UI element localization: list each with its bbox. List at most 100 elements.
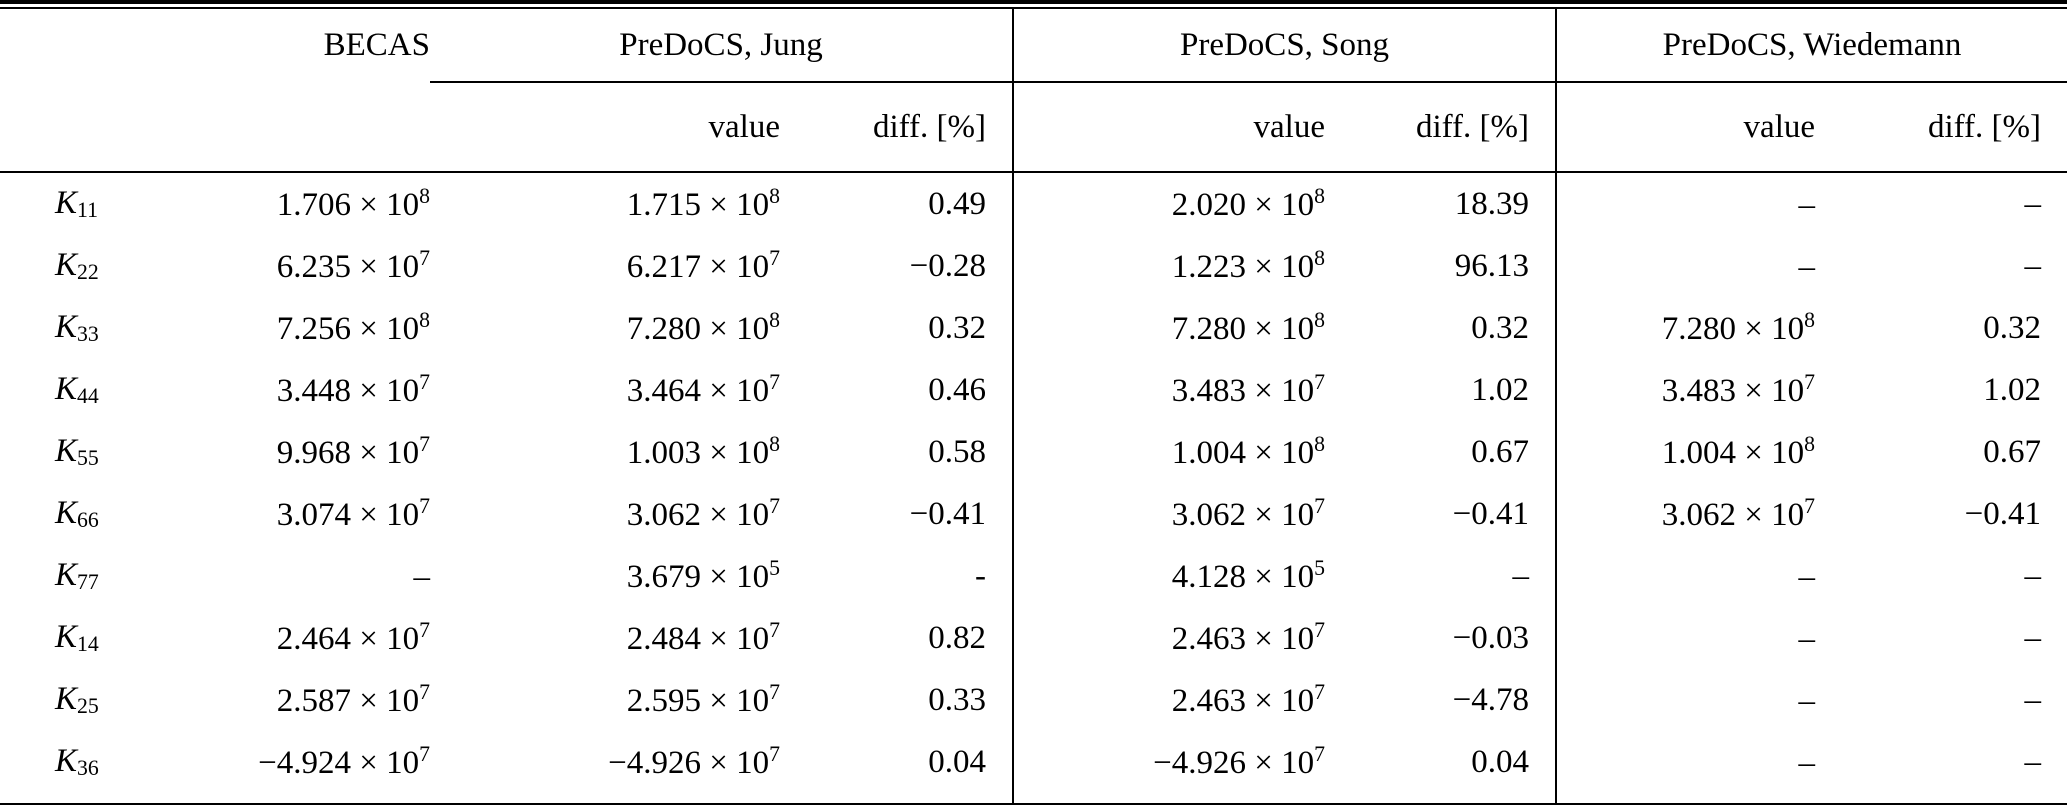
song-diff: 18.39	[1454, 185, 1530, 222]
jung-diff: −0.41	[909, 495, 986, 532]
song-value: 4.128 × 105	[1012, 545, 1325, 607]
subheader-song-diff: diff. [%]	[1325, 82, 1557, 173]
song-value: −4.926 × 107	[1012, 731, 1325, 793]
song-value: 7.280 × 108	[1012, 297, 1325, 359]
table-row-k44: K44 3.448 × 107 3.464 × 107 0.46 3.483 ×…	[0, 359, 2067, 421]
becas-value: 3.448 × 107	[276, 370, 430, 409]
subheader-row: value diff. [%] value diff. [%] value di…	[0, 82, 2067, 173]
jung-value: 3.679 × 105	[626, 556, 780, 595]
subheader-empty-becas	[150, 82, 430, 173]
song-diff: 0.67	[1471, 433, 1530, 470]
table-row-k77: K77 – 3.679 × 105 - 4.128 × 105 – – –	[0, 545, 2067, 607]
row-label: K44	[55, 371, 99, 408]
song-value: 3.483 × 107	[1012, 359, 1325, 421]
wiedemann-diff: –	[2024, 247, 2042, 284]
jung-value: 7.280 × 108	[626, 308, 780, 347]
wiedemann-value: 7.280 × 108	[1555, 297, 1816, 359]
jung-diff: −0.28	[909, 247, 986, 284]
wiedemann-value: –	[1555, 235, 1816, 297]
subheader-wiedemann-diff: diff. [%]	[1815, 82, 2067, 173]
becas-value: 1.706 × 108	[276, 184, 430, 223]
bottom-rule-gap	[0, 805, 2067, 808]
row-label: K33	[55, 309, 99, 346]
table-row-k14: K14 2.464 × 107 2.484 × 107 0.82 2.463 ×…	[0, 607, 2067, 669]
table-row-k22: K22 6.235 × 107 6.217 × 107 −0.28 1.223 …	[0, 235, 2067, 297]
wiedemann-value: 3.062 × 107	[1555, 483, 1816, 545]
subheader-song-value: value	[1012, 82, 1325, 173]
column-group-jung: PreDoCS, Jung	[430, 9, 1013, 83]
wiedemann-value: –	[1555, 607, 1816, 669]
column-group-wiedemann: PreDoCS, Wiedemann	[1555, 9, 2067, 83]
jung-diff: 0.33	[928, 681, 986, 718]
wiedemann-value: 3.483 × 107	[1555, 359, 1816, 421]
jung-diff: 0.32	[928, 309, 986, 346]
subheader-wiedemann-value: value	[1555, 82, 1816, 173]
wiedemann-diff: 0.32	[1983, 309, 2042, 346]
subheader-empty-corner	[0, 82, 150, 173]
becas-value: 7.256 × 108	[276, 308, 430, 347]
wiedemann-diff: –	[2024, 619, 2042, 656]
jung-value: 2.484 × 107	[626, 618, 780, 657]
table-row-k11: K11 1.706 × 108 1.715 × 108 0.49 2.020 ×…	[0, 172, 2067, 235]
wiedemann-value: –	[1555, 545, 1816, 607]
wiedemann-diff: −0.41	[1964, 495, 2042, 532]
jung-value: 1.715 × 108	[626, 184, 780, 223]
song-diff: 1.02	[1471, 371, 1530, 408]
wiedemann-diff: –	[2024, 681, 2042, 718]
row-label: K22	[55, 247, 99, 284]
row-label: K77	[55, 557, 99, 594]
table-row-k25: K25 2.587 × 107 2.595 × 107 0.33 2.463 ×…	[0, 669, 2067, 731]
wiedemann-value: –	[1555, 731, 1816, 793]
becas-value: −4.924 × 107	[258, 742, 430, 781]
song-diff: 0.04	[1471, 743, 1530, 780]
wiedemann-diff: –	[2024, 557, 2042, 594]
top-rule-thick	[0, 0, 2067, 4]
jung-diff: 0.04	[928, 743, 986, 780]
wiedemann-diff: –	[2024, 185, 2042, 222]
row-label: K36	[55, 743, 99, 780]
jung-value: 3.464 × 107	[626, 370, 780, 409]
wiedemann-diff: 0.67	[1983, 433, 2042, 470]
song-value: 1.223 × 108	[1012, 235, 1325, 297]
row-label: K14	[55, 619, 99, 656]
becas-value: 2.587 × 107	[276, 680, 430, 719]
becas-value: 3.074 × 107	[276, 494, 430, 533]
row-label: K66	[55, 495, 99, 532]
song-diff: 96.13	[1454, 247, 1530, 284]
bottom-rule-thin	[0, 803, 2067, 805]
table-row-k55: K55 9.968 × 107 1.003 × 108 0.58 1.004 ×…	[0, 421, 2067, 483]
row-label: K11	[55, 185, 98, 222]
song-diff: −4.78	[1452, 681, 1530, 718]
song-diff: −0.41	[1452, 495, 1530, 532]
wiedemann-value: 1.004 × 108	[1555, 421, 1816, 483]
song-value: 3.062 × 107	[1012, 483, 1325, 545]
song-diff: 0.32	[1471, 309, 1530, 346]
jung-diff: 0.82	[928, 619, 986, 656]
row-label: K25	[55, 681, 99, 718]
subheader-jung-value: value	[430, 82, 780, 173]
becas-value: –	[413, 558, 431, 595]
becas-value: 6.235 × 107	[276, 246, 430, 285]
song-value: 2.463 × 107	[1012, 607, 1325, 669]
jung-value: 2.595 × 107	[626, 680, 780, 719]
jung-value: 3.062 × 107	[626, 494, 780, 533]
jung-value: 1.003 × 108	[626, 432, 780, 471]
top-rule-thin	[0, 7, 2067, 9]
top-rule-gap	[0, 4, 2067, 7]
group-header-row: BECAS PreDoCS, Jung PreDoCS, Song PreDoC…	[0, 9, 2067, 83]
corner-cell	[0, 9, 150, 82]
song-diff: –	[1512, 557, 1530, 594]
song-value: 2.020 × 108	[1012, 172, 1325, 235]
subheader-jung-diff: diff. [%]	[780, 82, 1013, 173]
stiffness-comparison-table: BECAS PreDoCS, Jung PreDoCS, Song PreDoC…	[0, 9, 2067, 803]
song-value: 2.463 × 107	[1012, 669, 1325, 731]
wiedemann-diff: 1.02	[1983, 371, 2042, 408]
jung-diff: -	[975, 557, 986, 594]
table-row-k36: K36 −4.924 × 107 −4.926 × 107 0.04 −4.92…	[0, 731, 2067, 793]
becas-value: 9.968 × 107	[276, 432, 430, 471]
wiedemann-diff: –	[2024, 743, 2042, 780]
jung-diff: 0.46	[928, 371, 986, 408]
jung-value: −4.926 × 107	[608, 742, 780, 781]
table-row-k66: K66 3.074 × 107 3.062 × 107 −0.41 3.062 …	[0, 483, 2067, 545]
